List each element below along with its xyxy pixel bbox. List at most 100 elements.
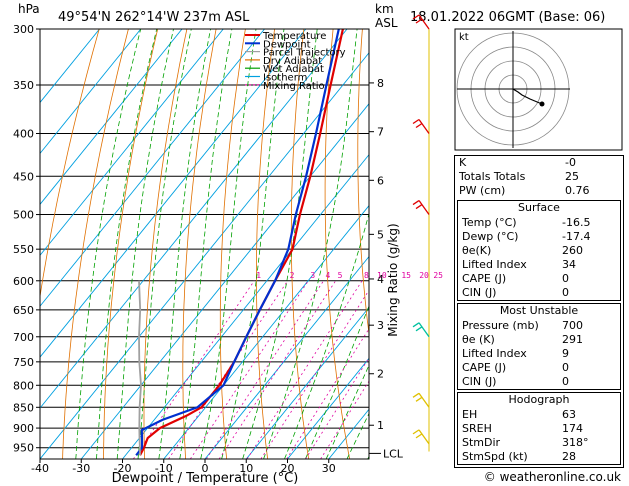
wind-barb-shaft	[418, 119, 430, 134]
dry-adiabat-line	[626, 29, 629, 459]
panel-row-label: Lifted Index	[462, 258, 527, 271]
isotherm-line	[80, 103, 369, 459]
pressure-tick-label: 500	[13, 209, 34, 222]
panel-row-label: CIN (J)	[462, 286, 497, 299]
panel-row: Dewp (°C) -17.4	[458, 230, 620, 244]
panel-row-value: 34	[562, 258, 576, 271]
panel-row: StmDir 318°	[458, 436, 620, 450]
wet-adiabat-line	[96, 29, 158, 459]
isotherm-line	[40, 29, 307, 358]
pressure-tick-label: 650	[13, 304, 34, 317]
panel-row: θe (K) 291	[458, 333, 620, 347]
dry-adiabat-line	[182, 29, 217, 459]
isotherm-line	[122, 153, 369, 459]
panel-row-label: EH	[462, 408, 478, 421]
panel-row-label: CAPE (J)	[462, 361, 507, 374]
mixing-ratio-label: 1	[256, 271, 261, 280]
dewpoint-line	[135, 29, 340, 456]
wind-barb-flag	[412, 322, 420, 328]
temp-tick-label: 0	[202, 462, 209, 475]
date-info: 18.01.2022 06GMT (Base: 06)	[410, 10, 605, 25]
wind-barb-flag	[415, 433, 423, 439]
wet-adiabat-line	[305, 304, 369, 459]
pressure-tick-label: 700	[13, 331, 34, 344]
wind-barb-flag	[412, 14, 420, 20]
wet-adiabat-line	[158, 29, 211, 459]
panel-row-value: 0	[562, 375, 569, 388]
isotherm-line	[287, 357, 369, 459]
wind-barb-flag	[415, 326, 423, 332]
mixing-ratio-line	[286, 328, 369, 459]
temp-tick-label: -30	[72, 462, 90, 475]
panel-row: Lifted Index 9	[458, 347, 620, 361]
panel-row: Totals Totals 25	[455, 170, 623, 184]
panel-row: Pressure (mb) 700	[458, 319, 620, 333]
panel-row-value: -17.4	[562, 230, 591, 243]
pressure-tick-label: 600	[13, 275, 34, 288]
panel-row-value: 0	[562, 361, 569, 374]
wet-adiabat-line	[75, 29, 142, 459]
hpa-label: hPa	[18, 2, 40, 16]
panel-row-label: Pressure (mb)	[462, 319, 539, 332]
footer-credit: © weatheronline.co.uk	[483, 470, 621, 484]
wind-barb-flag	[412, 200, 420, 206]
hodograph-trace	[512, 88, 543, 105]
mixing-ratio-label: 8	[364, 271, 369, 280]
mixing-ratio-label: 3	[310, 271, 315, 280]
legend-item: Mixing Ratio	[263, 81, 325, 92]
panel-row-value: 28	[562, 450, 576, 463]
panel-row-label: StmDir	[462, 436, 501, 449]
temp-tick-label: -10	[155, 462, 173, 475]
legend-item: Wet Adiabat	[263, 64, 324, 75]
mixing-ratio-line	[206, 280, 324, 459]
pressure-tick-label: 550	[13, 243, 34, 256]
hodograph-section: Hodograph EH 63 SREH 174 StmDir 318° StmSpd (k…	[457, 392, 621, 465]
pressure-tick-label: 900	[13, 422, 34, 435]
wind-barb-flag	[412, 118, 420, 125]
surface-section: Surface Temp (°C) -16.5 Dewp (°C) -17.4 θe(K…	[457, 200, 621, 301]
panel-row-value: 291	[562, 333, 583, 346]
panel-row-label: StmSpd (kt)	[462, 450, 528, 463]
panel-row-value: 63	[562, 408, 576, 421]
pressure-tick-label: 350	[13, 79, 34, 92]
wet-adiabat-line	[325, 364, 369, 459]
unstable-section: Most Unstable Pressure (mb) 700 θe (K) 291 L…	[457, 303, 621, 390]
legend-item: Dry Adiabat	[263, 56, 322, 67]
panel-row-value: 0.76	[565, 184, 590, 197]
wet-adiabat-line	[179, 29, 233, 459]
wind-barb-flag	[415, 122, 423, 129]
pressure-tick-label: 850	[13, 401, 34, 414]
mixing-ratio-line	[260, 289, 369, 459]
mixing-ratio-line	[305, 356, 369, 459]
panel-row-label: Temp (°C)	[462, 216, 517, 229]
temp-tick-label: 20	[281, 462, 295, 475]
panel-row: SREH 174	[458, 422, 620, 436]
temp-tick-label: -20	[114, 462, 132, 475]
wind-barb-shaft	[418, 14, 430, 30]
plot-grid	[40, 29, 629, 459]
hodograph: kt	[454, 28, 623, 151]
wet-adiabat-line	[242, 29, 318, 459]
panel-row-label: PW (cm)	[459, 184, 506, 197]
dry-adiabat-line	[324, 29, 350, 459]
isotherm-line	[40, 52, 369, 459]
panel-row: EH 63	[458, 408, 620, 422]
hodograph-title: Hodograph	[508, 393, 570, 406]
panel-row-value: 0	[562, 286, 569, 299]
km-tick-label: 7	[377, 126, 384, 139]
x-axis-label: Dewpoint / Temperature (°C)	[112, 471, 299, 486]
isotherm-line	[40, 29, 265, 307]
dry-adiabat-line	[103, 29, 159, 459]
wind-barb-flag	[415, 396, 423, 402]
panel-row: PW (cm) 0.76	[455, 184, 623, 198]
plot-axes: 3003504004505005506006507007508008509009…	[13, 23, 443, 475]
wind-barb-flag	[412, 429, 420, 435]
wind-barb-flag	[415, 204, 423, 210]
y-axis-label: Mixing Ratio (g/kg)	[386, 223, 400, 336]
isotherm-line	[245, 306, 369, 459]
wet-adiabat-line	[137, 29, 192, 459]
temperature-line	[139, 29, 344, 456]
station-info: 49°54'N 262°14'W 237m ASL	[58, 10, 250, 25]
